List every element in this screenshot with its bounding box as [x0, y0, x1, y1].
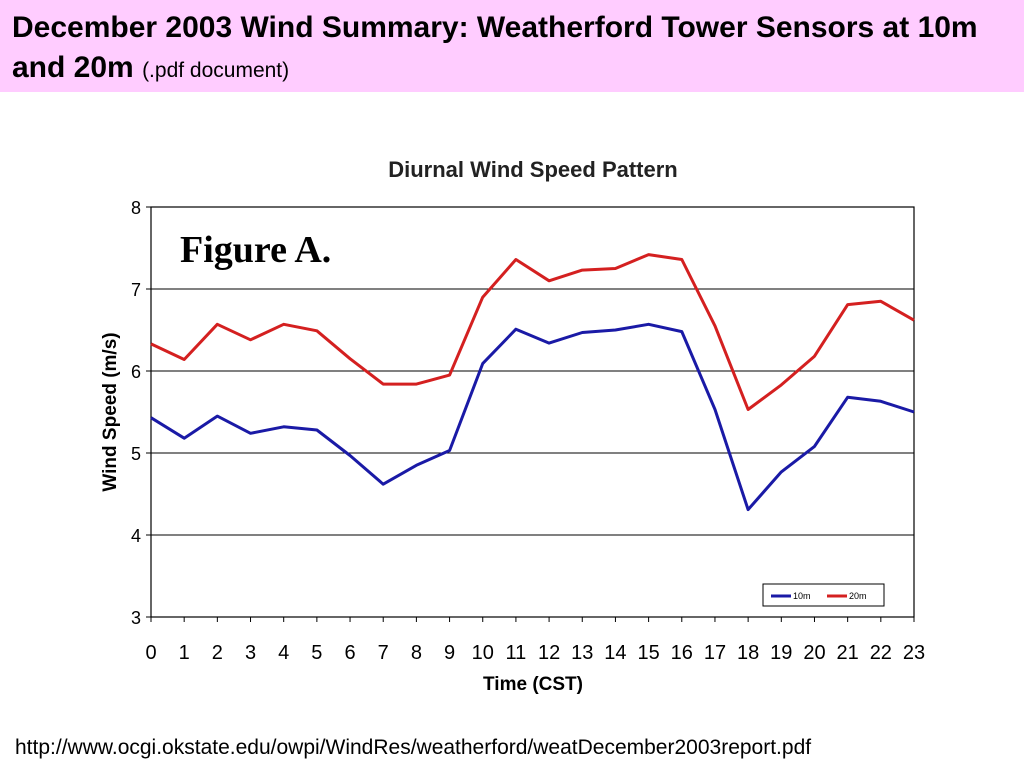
x-tick-label: 18 — [737, 642, 759, 664]
x-tick-label: 15 — [637, 642, 659, 664]
y-tick-label: 7 — [131, 280, 141, 300]
x-tick-label: 11 — [506, 642, 527, 664]
x-tick-label: 6 — [344, 642, 355, 664]
chart-title: Diurnal Wind Speed Pattern — [388, 157, 678, 182]
x-tick-label: 12 — [538, 642, 560, 664]
series-line-20m — [150, 253, 915, 411]
x-tick-label: 8 — [411, 642, 422, 664]
series-line-10m — [150, 322, 915, 512]
x-tick-label: 5 — [311, 642, 322, 664]
x-tick-label: 7 — [378, 642, 389, 664]
y-tick-label: 8 — [131, 198, 141, 218]
y-tick-label: 6 — [131, 362, 141, 382]
slide-title-sub: (.pdf document) — [142, 59, 290, 82]
x-tick-label: 10 — [472, 642, 494, 664]
x-tick-label: 9 — [444, 642, 455, 664]
slide-title-main: December 2003 Wind Summary: Weatherford … — [12, 11, 978, 84]
x-tick-label: 4 — [278, 642, 289, 664]
x-tick-label: 3 — [245, 642, 256, 664]
figure-annotation: Figure A. — [180, 229, 331, 271]
x-tick-label: 0 — [145, 642, 156, 664]
x-tick-label: 2 — [212, 642, 223, 664]
source-url: http://www.ocgi.okstate.edu/owpi/WindRes… — [15, 736, 812, 759]
x-axis-label: Time (CST) — [483, 674, 583, 695]
x-tick-label: 13 — [571, 642, 593, 664]
legend-label-10m: 10m — [793, 591, 811, 601]
y-tick-label: 4 — [131, 526, 141, 546]
x-tick-label: 16 — [671, 642, 693, 664]
legend-box — [762, 583, 885, 607]
x-tick-label: 17 — [704, 642, 726, 664]
y-tick-label: 3 — [131, 608, 141, 628]
slide-title: December 2003 Wind Summary: Weatherford … — [12, 8, 1012, 91]
x-tick-label: 23 — [903, 642, 925, 664]
y-tick-label: 5 — [131, 444, 141, 464]
title-banner — [0, 0, 1024, 92]
y-axis-label: Wind Speed (m/s) — [100, 332, 121, 491]
x-tick-label: 20 — [803, 642, 825, 664]
legend-label-20m: 20m — [849, 591, 867, 601]
x-tick-label: 14 — [604, 642, 626, 664]
x-tick-label: 1 — [179, 642, 190, 664]
x-tick-label: 21 — [837, 642, 859, 664]
x-tick-label: 22 — [870, 642, 892, 664]
x-tick-label: 19 — [770, 642, 792, 664]
